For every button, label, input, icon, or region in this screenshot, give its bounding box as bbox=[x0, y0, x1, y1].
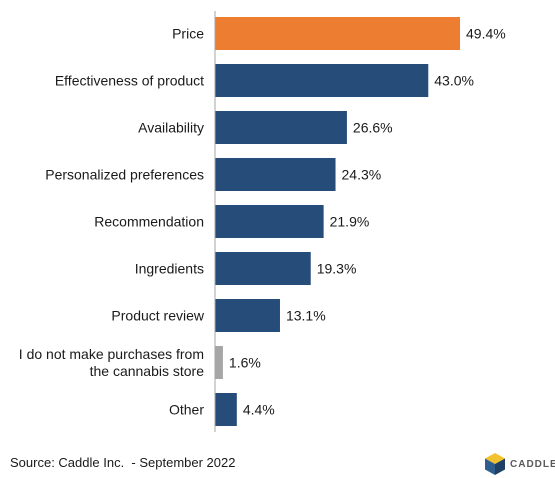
category-label-6: Product review bbox=[111, 308, 204, 324]
category-label-5: Ingredients bbox=[135, 261, 204, 277]
bar-3 bbox=[215, 158, 336, 191]
bar-7 bbox=[215, 346, 223, 379]
category-label-3: Personalized preferences bbox=[45, 167, 204, 183]
value-label-6: 13.1% bbox=[286, 308, 326, 324]
value-label-4: 21.9% bbox=[330, 214, 370, 230]
bar-8 bbox=[215, 393, 237, 426]
category-label-1: Effectiveness of product bbox=[55, 73, 204, 89]
caddle-logo: CADDLE bbox=[484, 452, 555, 476]
category-label-2: Availability bbox=[138, 120, 204, 136]
value-label-2: 26.6% bbox=[353, 120, 393, 136]
value-label-3: 24.3% bbox=[342, 167, 382, 183]
value-label-0: 49.4% bbox=[466, 26, 506, 42]
value-label-1: 43.0% bbox=[434, 73, 474, 89]
category-label-7-line-1: the cannabis store bbox=[90, 363, 205, 379]
bar-1 bbox=[215, 64, 429, 97]
category-label-7-line-0: I do not make purchases from bbox=[19, 346, 204, 362]
bar-4 bbox=[215, 205, 324, 238]
value-label-7: 1.6% bbox=[229, 355, 261, 371]
value-label-8: 4.4% bbox=[243, 402, 275, 418]
bar-6 bbox=[215, 299, 280, 332]
category-label-8: Other bbox=[169, 402, 204, 418]
bar-0 bbox=[215, 17, 461, 50]
bar-5 bbox=[215, 252, 311, 285]
category-label-0: Price bbox=[172, 26, 204, 42]
category-label-4: Recommendation bbox=[94, 214, 204, 230]
value-label-5: 19.3% bbox=[317, 261, 357, 277]
bar-2 bbox=[215, 111, 347, 144]
logo-wordmark: CADDLE bbox=[510, 458, 555, 470]
caddle-cube-icon bbox=[485, 453, 505, 475]
source-note: Source: Caddle Inc. - September 2022 bbox=[10, 455, 236, 470]
